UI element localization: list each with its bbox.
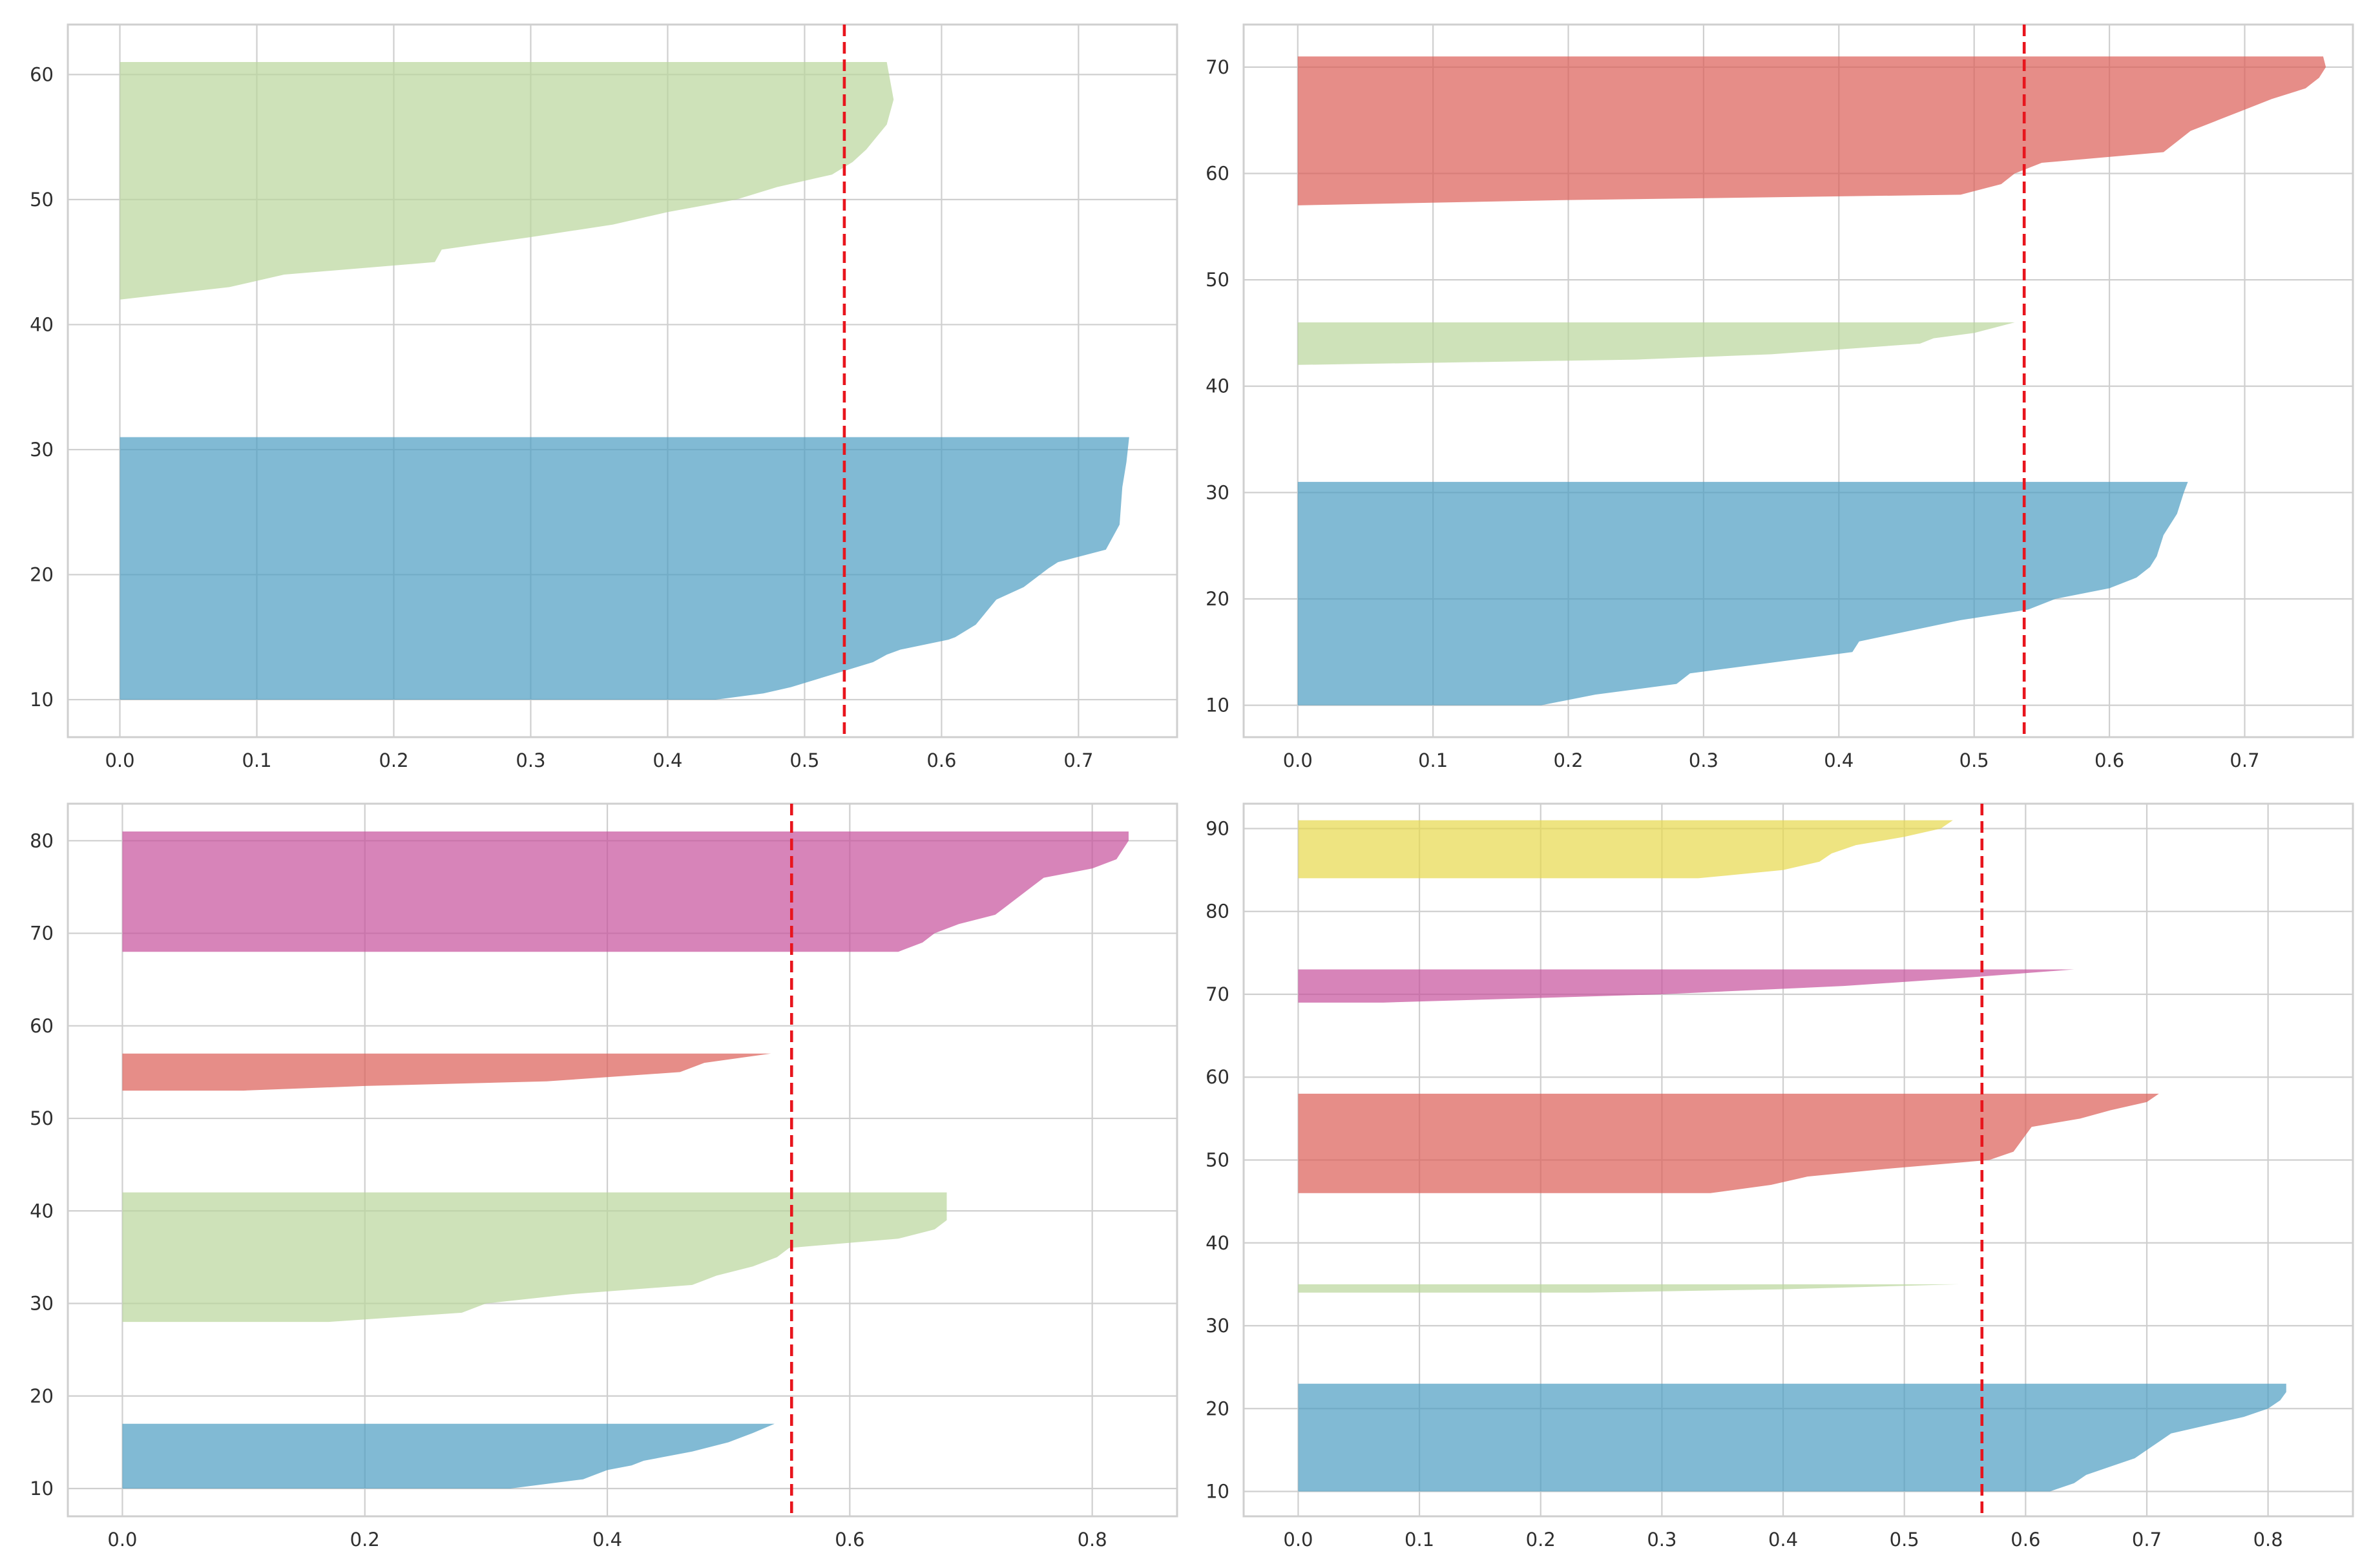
x-tick-label: 0.7 xyxy=(2230,749,2259,771)
silhouette-plot-top-right: 0.0 0.1 0.2 0.3 0.4 0.5 0.6 0.7 10 20 30 40 50 60 70 xyxy=(1206,23,2354,771)
cluster-0-silhouette xyxy=(1297,481,2188,706)
y-tick-label: 30 xyxy=(1206,481,1229,503)
x-tick-label: 0.3 xyxy=(1689,749,1718,771)
y-tick-label: 30 xyxy=(30,1293,54,1315)
x-tick-label: 0.5 xyxy=(1959,749,1989,771)
y-tick-label: 60 xyxy=(30,63,54,85)
x-tick-label: 0.4 xyxy=(1824,749,1854,771)
y-tick-label: 40 xyxy=(1206,1232,1229,1254)
x-tick-label: 0.0 xyxy=(1283,1529,1313,1551)
silhouette-plot-bottom-left: 0.0 0.2 0.4 0.6 0.8 10 20 30 40 50 60 70 80 xyxy=(30,802,1178,1551)
y-tick-label: 50 xyxy=(1206,269,1229,291)
y-tick-label: 50 xyxy=(30,1107,54,1129)
x-tick-label: 0.6 xyxy=(926,749,956,771)
y-tick-label: 50 xyxy=(1206,1149,1229,1171)
x-tick-label: 0.5 xyxy=(1890,1529,1919,1551)
y-tick-label: 60 xyxy=(1206,162,1229,184)
y-tick-label: 70 xyxy=(1206,56,1229,78)
cluster-0-silhouette xyxy=(120,437,1129,700)
x-tick-label: 0.7 xyxy=(2132,1529,2162,1551)
y-tick-label: 20 xyxy=(1206,588,1229,610)
x-tick-label: 0.4 xyxy=(1768,1529,1798,1551)
y-tick-label: 40 xyxy=(30,313,54,335)
cluster-4-silhouette xyxy=(1298,820,1953,879)
x-tick-label: 0.2 xyxy=(1553,749,1583,771)
x-tick-label: 0.2 xyxy=(379,749,408,771)
cluster-1-silhouette xyxy=(120,62,894,300)
y-tick-label: 30 xyxy=(1206,1315,1229,1337)
y-tick-label: 60 xyxy=(1206,1066,1229,1088)
y-tick-label: 10 xyxy=(30,689,54,711)
y-tick-label: 20 xyxy=(30,563,54,585)
y-tick-label: 80 xyxy=(30,830,54,852)
x-tick-label: 0.5 xyxy=(789,749,819,771)
y-tick-label: 70 xyxy=(30,923,54,945)
cluster-2-silhouette xyxy=(1297,56,2326,205)
x-tick-label: 0.4 xyxy=(653,749,682,771)
x-tick-label: 0.8 xyxy=(1078,1529,1107,1551)
y-tick-label: 10 xyxy=(1206,1481,1229,1503)
x-tick-label: 0.1 xyxy=(242,749,271,771)
x-tick-label: 0.6 xyxy=(2094,749,2124,771)
y-tick-label: 40 xyxy=(1206,375,1229,397)
y-tick-label: 80 xyxy=(1206,901,1229,923)
x-tick-label: 0.6 xyxy=(2011,1529,2040,1551)
cluster-2-silhouette xyxy=(122,1053,771,1091)
x-tick-label: 0.3 xyxy=(1647,1529,1676,1551)
x-tick-label: 0.2 xyxy=(1526,1529,1556,1551)
x-tick-label: 0.8 xyxy=(2253,1529,2283,1551)
y-tick-label: 10 xyxy=(30,1478,54,1500)
cluster-0-silhouette xyxy=(1298,1383,2286,1492)
x-tick-label: 0.0 xyxy=(105,749,134,771)
y-tick-label: 60 xyxy=(30,1015,54,1037)
x-tick-label: 0.4 xyxy=(592,1529,622,1551)
y-tick-label: 20 xyxy=(30,1385,54,1407)
y-tick-label: 50 xyxy=(30,189,54,211)
x-tick-label: 0.1 xyxy=(1418,749,1448,771)
cluster-1-silhouette xyxy=(1298,1284,1959,1293)
y-tick-label: 70 xyxy=(1206,983,1229,1005)
cluster-3-silhouette xyxy=(122,831,1129,952)
y-tick-label: 20 xyxy=(1206,1397,1229,1419)
x-tick-label: 0.3 xyxy=(516,749,545,771)
cluster-2-silhouette xyxy=(1298,1093,2159,1193)
y-tick-label: 90 xyxy=(1206,817,1229,839)
x-tick-label: 0.2 xyxy=(350,1529,380,1551)
silhouette-plot-bottom-right: 0.0 0.1 0.2 0.3 0.4 0.5 0.6 0.7 0.8 10 20 30 40 50 60 7… xyxy=(1206,802,2354,1551)
y-tick-label: 40 xyxy=(30,1200,54,1222)
x-tick-label: 0.1 xyxy=(1405,1529,1434,1551)
x-tick-label: 0.0 xyxy=(1283,749,1313,771)
x-tick-label: 0.7 xyxy=(1063,749,1093,771)
cluster-1-silhouette xyxy=(1297,322,2015,365)
cluster-0-silhouette xyxy=(122,1423,775,1489)
x-tick-label: 0.0 xyxy=(107,1529,137,1551)
y-tick-label: 30 xyxy=(30,439,54,461)
y-tick-label: 10 xyxy=(1206,695,1229,716)
silhouette-plot-top-left: 0.0 0.1 0.2 0.3 0.4 0.5 0.6 0.7 10 20 30 40 50 60 xyxy=(30,23,1178,771)
cluster-1-silhouette xyxy=(122,1192,947,1322)
x-tick-label: 0.6 xyxy=(835,1529,864,1551)
cluster-3-silhouette xyxy=(1298,969,2074,1003)
